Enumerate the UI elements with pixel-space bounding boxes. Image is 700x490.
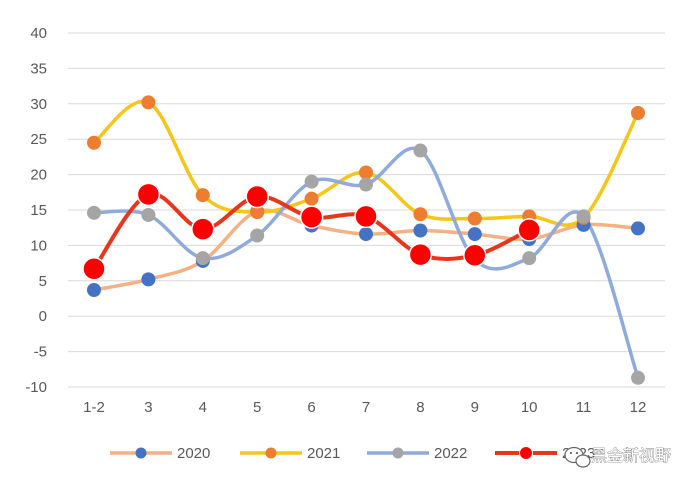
- x-tick-label: 8: [416, 399, 424, 416]
- data-point-2022: [195, 251, 210, 266]
- data-point-2023: [517, 218, 541, 242]
- data-point-2022: [522, 251, 537, 266]
- legend-swatch-marker: [265, 447, 277, 459]
- y-axis-ticks: -10 -5 0 5 10 15 20 25 30 35 40: [25, 25, 47, 396]
- data-point-2023: [191, 217, 215, 241]
- data-point-2023: [299, 205, 324, 229]
- data-point-2023: [408, 242, 433, 267]
- data-point-2021: [304, 191, 319, 206]
- x-axis-ticks: 1-2 3 4 5 6 7 8 9 10 11 12: [83, 399, 646, 416]
- legend-label: 2020: [177, 445, 210, 462]
- data-point-2022: [576, 209, 591, 224]
- data-point-2020: [467, 227, 482, 242]
- legend-swatch-marker: [135, 447, 147, 459]
- data-point-2021: [359, 165, 373, 180]
- data-point-2022: [87, 205, 101, 220]
- watermark-text: 黑金新视野: [591, 446, 671, 465]
- y-tick-label: 10: [30, 237, 47, 254]
- data-point-2020: [87, 283, 101, 298]
- data-point-2022: [304, 174, 319, 189]
- data-point-2023: [136, 182, 161, 207]
- data-point-2020: [413, 223, 428, 238]
- data-point-2023: [463, 243, 487, 268]
- series-markers: [82, 95, 645, 385]
- legend-label: 2021: [307, 445, 340, 462]
- y-tick-label: 20: [30, 167, 47, 184]
- data-point-2021: [631, 106, 645, 121]
- data-point-2020: [141, 272, 156, 287]
- data-point-2022: [631, 370, 645, 385]
- wechat-icon: [564, 446, 591, 468]
- y-tick-label: 0: [39, 308, 47, 325]
- x-tick-label: 5: [253, 399, 261, 416]
- x-tick-label: 11: [576, 399, 592, 416]
- x-tick-label: 1-2: [83, 399, 105, 416]
- data-point-2022: [413, 143, 428, 158]
- data-point-2021: [413, 207, 428, 222]
- data-point-2021: [250, 205, 265, 220]
- y-tick-label: -10: [25, 379, 47, 396]
- y-tick-label: 25: [30, 131, 47, 148]
- data-point-2020: [359, 227, 373, 242]
- data-point-2022: [359, 177, 373, 192]
- y-tick-label: 35: [30, 60, 47, 77]
- data-point-2023: [245, 184, 269, 209]
- x-tick-label: 6: [307, 399, 315, 416]
- data-point-2021: [467, 211, 482, 226]
- data-point-2023: [354, 204, 378, 229]
- legend-swatch-marker: [392, 447, 404, 459]
- data-point-2020: [631, 221, 645, 236]
- data-point-2022: [141, 207, 156, 222]
- y-tick-label: 40: [30, 25, 47, 42]
- x-tick-label: 3: [144, 399, 152, 416]
- x-tick-label: 7: [362, 399, 370, 416]
- legend-label: 2022: [434, 445, 467, 462]
- x-tick-label: 4: [199, 399, 207, 416]
- y-tick-label: 30: [30, 96, 47, 113]
- data-point-2021: [195, 188, 210, 203]
- data-point-2023: [82, 257, 106, 281]
- y-tick-label: 5: [39, 273, 47, 290]
- data-point-2022: [250, 228, 265, 243]
- y-tick-label: 15: [30, 202, 47, 219]
- data-point-2021: [141, 95, 156, 110]
- x-tick-label: 9: [471, 399, 479, 416]
- legend: 2020202120222023: [110, 445, 595, 462]
- x-tick-label: 10: [521, 399, 538, 416]
- y-tick-label: -5: [34, 344, 47, 361]
- watermark: 黑金新视野: [564, 446, 671, 468]
- data-point-2021: [87, 135, 101, 150]
- x-tick-label: 12: [630, 399, 647, 416]
- legend-swatch-marker: [519, 446, 533, 460]
